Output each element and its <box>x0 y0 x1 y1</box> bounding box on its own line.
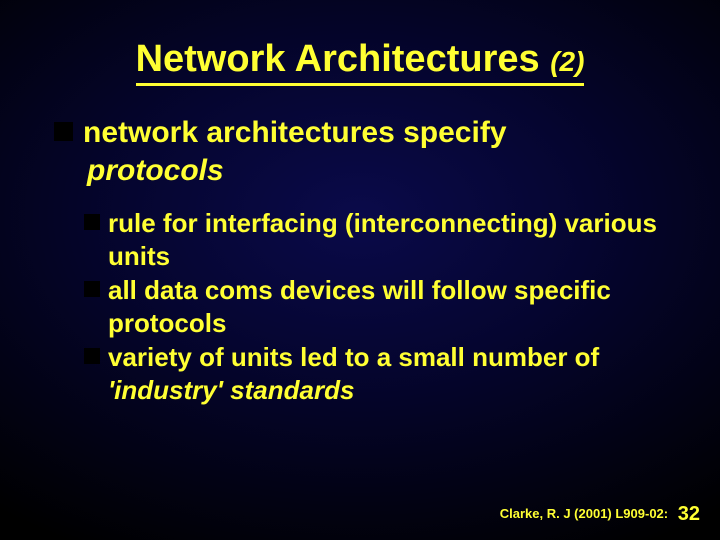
bullet-level2-group: rule for interfacing (interconnecting) v… <box>84 207 670 406</box>
title-suffix: (2) <box>550 46 584 77</box>
title-container: Network Architectures (2) <box>50 38 670 86</box>
footer: Clarke, R. J (2001) L909-02: 32 <box>500 503 700 526</box>
l1-text-line1: network architectures specify <box>83 114 507 152</box>
footer-citation: Clarke, R. J (2001) L909-02: <box>500 506 668 521</box>
l2-plain: rule for interfacing (interconnecting) v… <box>108 208 657 271</box>
square-bullet-icon <box>54 122 73 141</box>
bullet-level2-item: variety of units led to a small number o… <box>84 341 670 406</box>
l2-text: variety of units led to a small number o… <box>108 341 670 406</box>
bullet-level1: network architectures specify protocols <box>54 114 670 189</box>
slide: Network Architectures (2) network archit… <box>0 0 720 540</box>
bullet-level2-item: all data coms devices will follow specif… <box>84 274 670 339</box>
l2-text: rule for interfacing (interconnecting) v… <box>108 207 670 272</box>
l2-plain: variety of units led to a small number o… <box>108 342 599 372</box>
square-bullet-icon <box>84 214 100 230</box>
square-bullet-icon <box>84 348 100 364</box>
bullet-level2-item: rule for interfacing (interconnecting) v… <box>84 207 670 272</box>
l1-line1: network architectures specify <box>54 114 670 152</box>
slide-title: Network Architectures (2) <box>136 38 585 86</box>
page-number: 32 <box>678 503 700 525</box>
l2-text: all data coms devices will follow specif… <box>108 274 670 339</box>
l1-text-line2: protocols <box>87 152 670 190</box>
square-bullet-icon <box>84 281 100 297</box>
l2-italic: 'industry' standards <box>108 375 354 405</box>
title-main: Network Architectures <box>136 38 551 80</box>
l2-plain: all data coms devices will follow specif… <box>108 275 611 338</box>
